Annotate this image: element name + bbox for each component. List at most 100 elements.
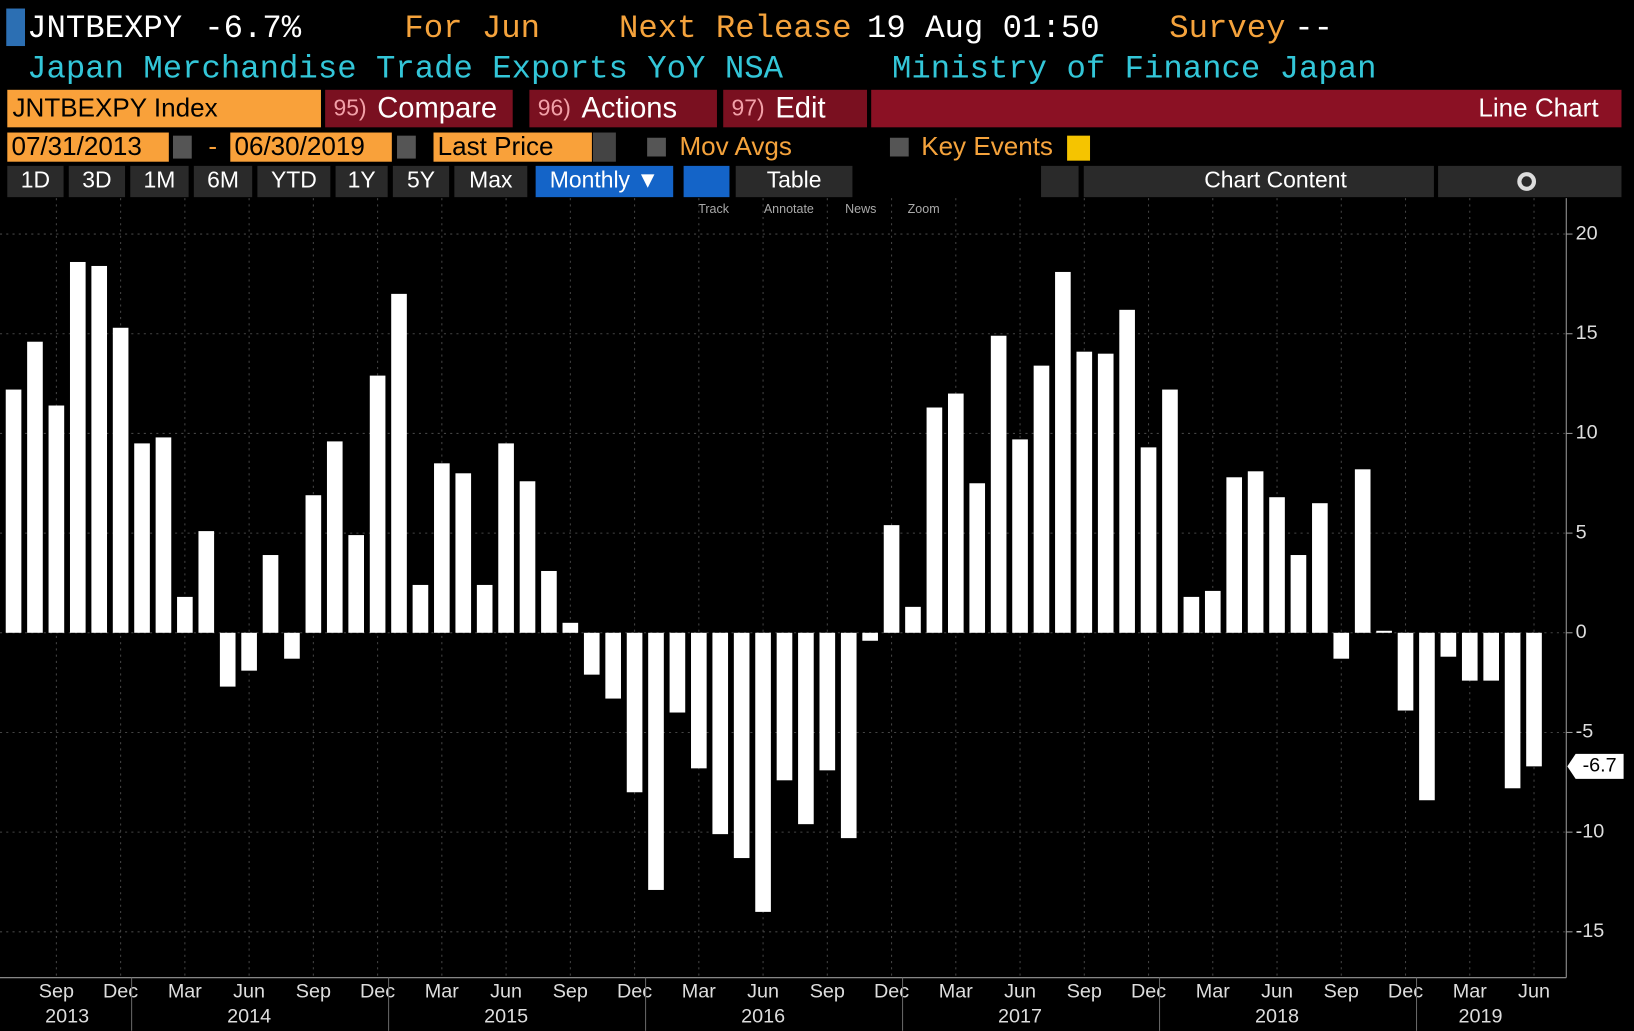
y-tick-label: -15 xyxy=(1576,920,1605,942)
bar xyxy=(1012,439,1028,633)
bar xyxy=(733,632,750,859)
y-tick-label: 15 xyxy=(1576,322,1598,344)
y-tick-label: 20 xyxy=(1576,222,1598,244)
date-sep: - xyxy=(208,131,217,161)
survey-label: Survey xyxy=(1169,10,1285,47)
bar xyxy=(498,443,514,633)
security-box[interactable] xyxy=(7,89,321,128)
bar xyxy=(177,596,193,633)
menu-button[interactable] xyxy=(529,89,717,128)
period-button[interactable] xyxy=(68,165,126,198)
for-label: For Jun xyxy=(404,10,540,47)
bar xyxy=(648,632,664,890)
next-release-label: Next Release xyxy=(619,10,852,47)
bar xyxy=(69,261,86,633)
x-tick-label: Dec xyxy=(1388,980,1423,1002)
bar xyxy=(1162,389,1178,633)
bar xyxy=(1376,630,1392,633)
key-events-checkbox[interactable] xyxy=(889,137,909,157)
bar xyxy=(1397,632,1414,711)
period-button[interactable] xyxy=(130,165,189,198)
y-tick-label: 0 xyxy=(1576,621,1587,643)
chart-content-button[interactable] xyxy=(1083,165,1434,198)
bar xyxy=(369,375,386,633)
period-button[interactable] xyxy=(193,165,253,198)
bar xyxy=(476,584,493,633)
x-tick-label: Dec xyxy=(874,980,909,1002)
period-button[interactable] xyxy=(392,165,450,198)
period-button[interactable] xyxy=(454,165,528,198)
x-tick-label: Mar xyxy=(1453,980,1487,1002)
info-icon[interactable] xyxy=(1067,135,1091,161)
bar xyxy=(883,525,900,633)
period: 1Y xyxy=(348,167,376,193)
year-label: 2015 xyxy=(484,1006,528,1028)
start-date-box[interactable] xyxy=(7,132,169,162)
bar xyxy=(1419,632,1435,801)
collapse-button[interactable] xyxy=(1041,165,1079,198)
bar xyxy=(198,531,215,633)
period-button[interactable] xyxy=(335,165,388,198)
x-tick-label: Dec xyxy=(1131,980,1166,1002)
calendar-icon[interactable] xyxy=(172,135,192,159)
x-tick-label: Jun xyxy=(1004,980,1036,1002)
bar xyxy=(1461,632,1478,681)
bar xyxy=(1033,365,1050,633)
period: 5Y xyxy=(407,167,435,193)
chart-content: Chart Content xyxy=(1204,167,1347,193)
bar xyxy=(1269,497,1285,633)
bar xyxy=(27,341,43,633)
bar xyxy=(1226,477,1243,633)
year-label: 2013 xyxy=(45,1006,89,1028)
bar xyxy=(926,407,943,633)
field-box[interactable] xyxy=(433,132,592,162)
year-label: 2014 xyxy=(227,1006,271,1028)
bar xyxy=(947,393,964,633)
chart-icon-button[interactable] xyxy=(683,165,730,198)
bar xyxy=(219,632,236,687)
period: 6M xyxy=(207,167,239,193)
bar xyxy=(1140,447,1157,633)
bar xyxy=(755,632,771,912)
field: Last Price xyxy=(438,131,554,161)
x-tick-label: Sep xyxy=(296,980,331,1002)
bar xyxy=(48,405,65,633)
change: -6.7% xyxy=(204,10,302,47)
end-date-box[interactable] xyxy=(230,132,392,162)
x-tick-label: Sep xyxy=(1067,980,1102,1002)
calendar-icon[interactable] xyxy=(397,135,416,159)
bar xyxy=(1440,632,1457,657)
bar xyxy=(1183,596,1200,633)
bar xyxy=(583,632,600,675)
menu-label: Actions xyxy=(581,92,677,124)
year-label: 2017 xyxy=(998,1006,1042,1028)
bar xyxy=(391,293,407,633)
table-button[interactable] xyxy=(735,165,853,198)
end-date: 06/30/2019 xyxy=(234,131,364,161)
mov-avgs-checkbox[interactable] xyxy=(647,137,666,157)
field-dropdown[interactable] xyxy=(592,132,616,162)
y-tick-label: 10 xyxy=(1576,422,1598,444)
menu-button[interactable] xyxy=(723,89,868,128)
bar xyxy=(712,632,729,835)
period-button[interactable] xyxy=(7,165,64,198)
table: Table xyxy=(767,167,822,193)
ticker: JNTBEXPY xyxy=(27,10,182,47)
period-button[interactable] xyxy=(257,165,331,198)
year-label: 2016 xyxy=(741,1006,785,1028)
x-tick-label: Dec xyxy=(617,980,652,1002)
bar xyxy=(990,335,1007,633)
bar xyxy=(541,570,557,633)
frequency-button[interactable] xyxy=(535,165,674,198)
settings-button[interactable] xyxy=(1438,165,1622,198)
x-tick-label: Sep xyxy=(810,980,845,1002)
settings-icon xyxy=(1517,172,1537,191)
period: 3D xyxy=(82,167,111,193)
bar xyxy=(348,535,365,633)
bar xyxy=(1526,632,1542,767)
bar xyxy=(840,632,857,839)
menu-button[interactable] xyxy=(325,89,513,128)
bar xyxy=(91,265,108,633)
bar xyxy=(1097,353,1114,633)
bar xyxy=(284,632,300,659)
